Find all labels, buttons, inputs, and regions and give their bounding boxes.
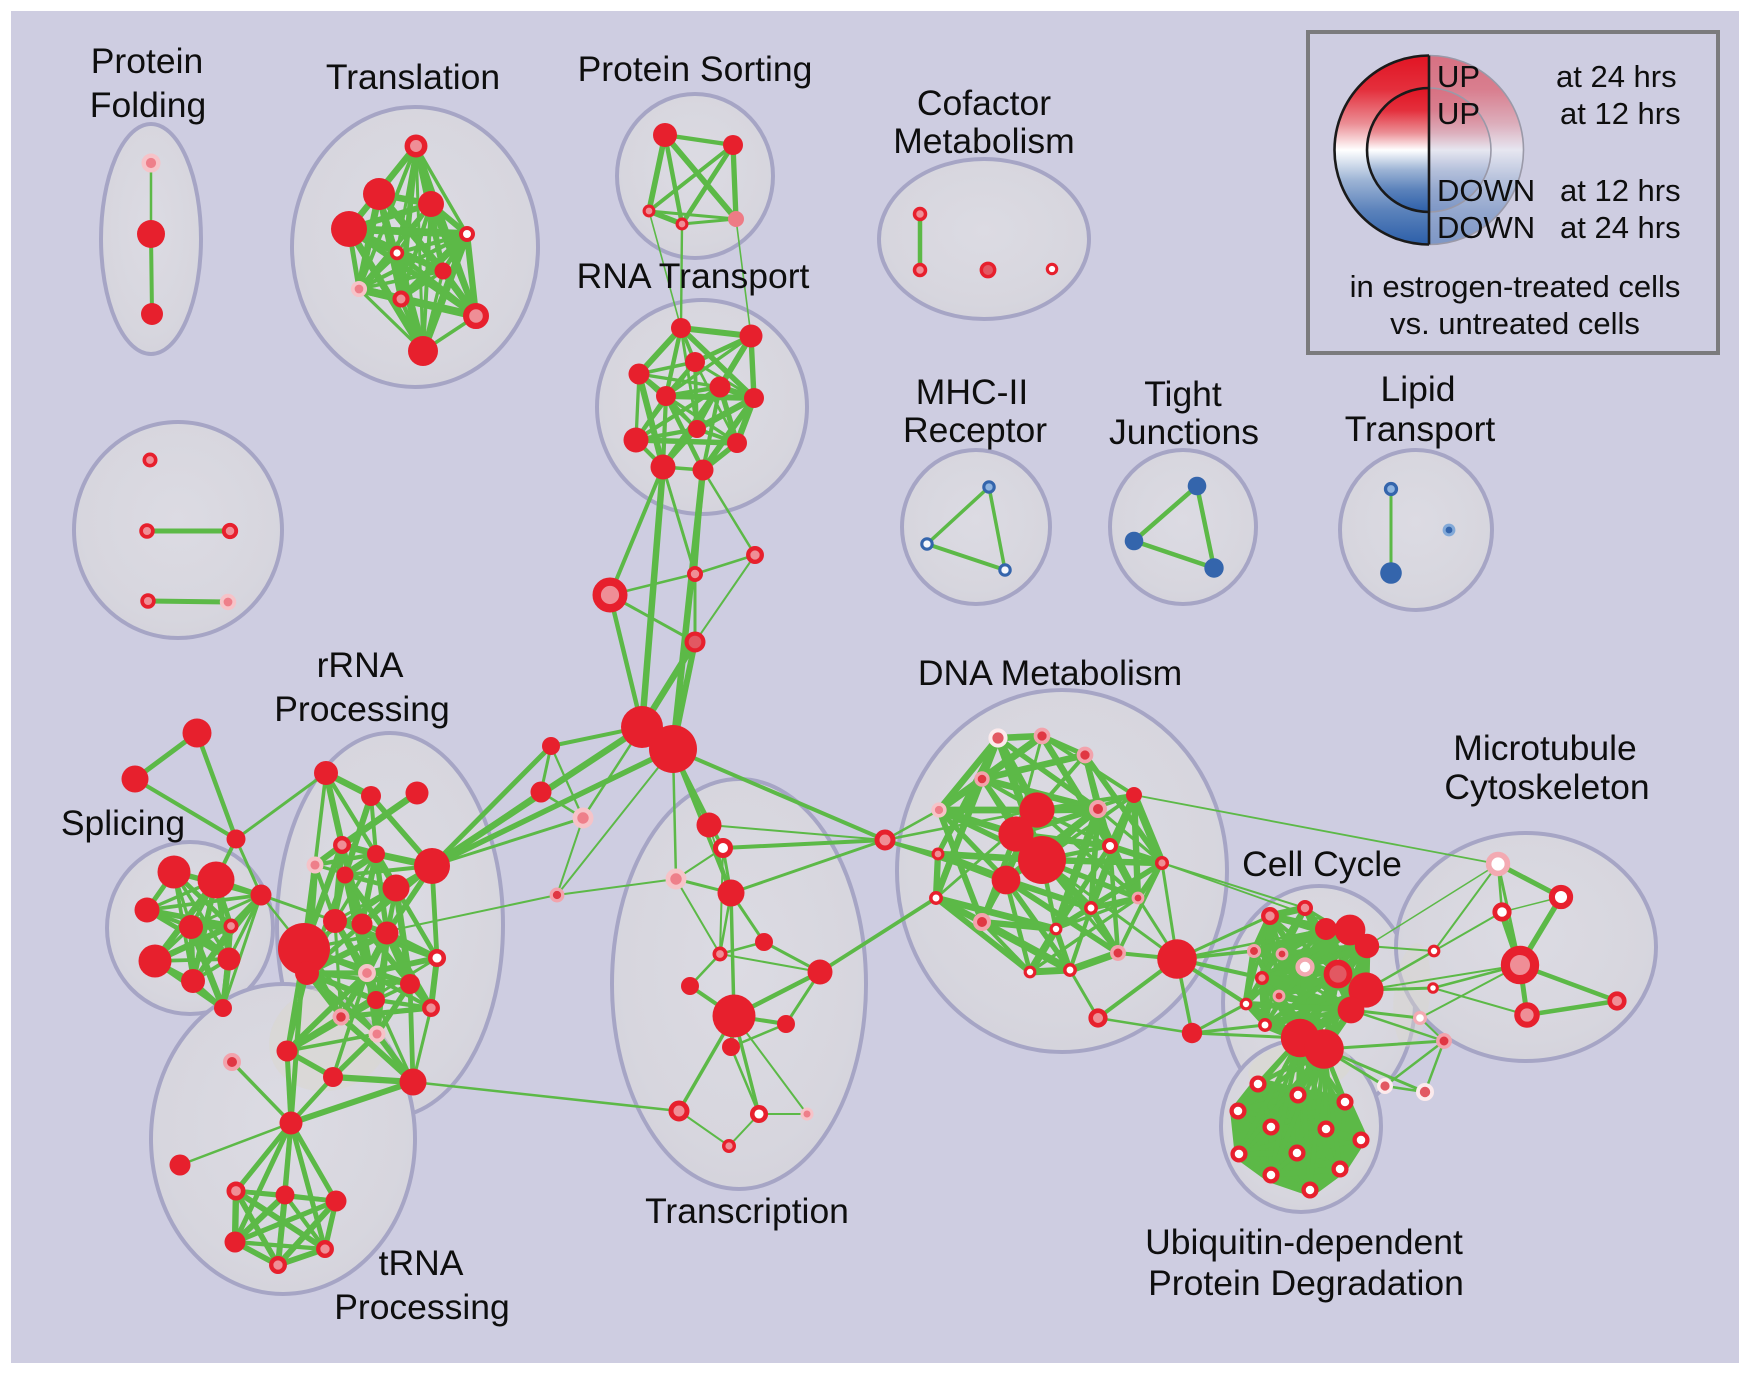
svg-text:in estrogen-treated cells: in estrogen-treated cells <box>1350 269 1681 304</box>
svg-text:MHC-II: MHC-II <box>916 372 1028 412</box>
svg-text:Microtubule: Microtubule <box>1453 728 1637 768</box>
svg-text:Translation: Translation <box>326 57 500 97</box>
svg-text:Splicing: Splicing <box>61 803 185 843</box>
svg-text:Cytoskeleton: Cytoskeleton <box>1444 767 1649 807</box>
svg-text:Protein Degradation: Protein Degradation <box>1148 1263 1464 1303</box>
svg-text:DOWN: DOWN <box>1437 210 1535 245</box>
svg-text:Cell Cycle: Cell Cycle <box>1242 844 1402 884</box>
svg-text:Receptor: Receptor <box>903 410 1047 450</box>
svg-text:DOWN: DOWN <box>1437 173 1535 208</box>
svg-text:Lipid: Lipid <box>1380 369 1455 409</box>
svg-text:Metabolism: Metabolism <box>893 121 1075 161</box>
svg-text:Folding: Folding <box>90 85 206 125</box>
svg-text:Protein Sorting: Protein Sorting <box>578 49 813 89</box>
svg-text:Transcription: Transcription <box>645 1191 849 1231</box>
svg-text:at 12 hrs: at 12 hrs <box>1560 96 1681 131</box>
svg-text:Ubiquitin-dependent: Ubiquitin-dependent <box>1145 1222 1463 1262</box>
svg-text:Protein: Protein <box>91 41 203 81</box>
svg-text:Processing: Processing <box>334 1287 510 1327</box>
svg-text:UP: UP <box>1437 59 1480 94</box>
svg-text:tRNA: tRNA <box>379 1243 464 1283</box>
svg-text:Transport: Transport <box>1345 409 1496 449</box>
svg-text:at 24 hrs: at 24 hrs <box>1560 210 1681 245</box>
svg-text:Processing: Processing <box>274 689 450 729</box>
svg-text:at 24 hrs: at 24 hrs <box>1556 59 1677 94</box>
svg-text:Cofactor: Cofactor <box>917 83 1051 123</box>
svg-text:rRNA: rRNA <box>317 645 404 685</box>
svg-text:DNA Metabolism: DNA Metabolism <box>918 653 1182 693</box>
svg-text:at 12 hrs: at 12 hrs <box>1560 173 1681 208</box>
svg-text:Junctions: Junctions <box>1109 412 1259 452</box>
svg-text:vs. untreated cells: vs. untreated cells <box>1390 306 1640 341</box>
svg-text:Tight: Tight <box>1144 374 1222 414</box>
svg-text:RNA Transport: RNA Transport <box>577 256 810 296</box>
svg-text:UP: UP <box>1437 96 1480 131</box>
